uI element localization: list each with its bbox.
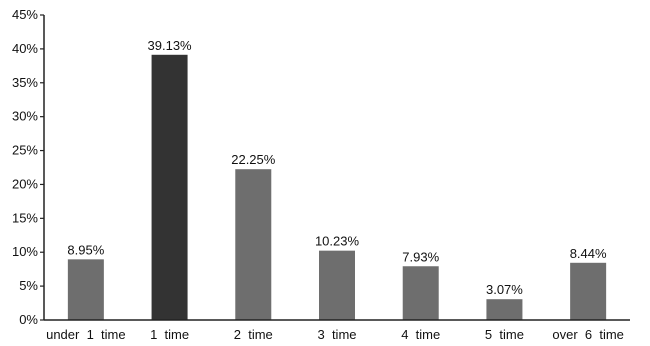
data-label: 39.13% (148, 38, 193, 53)
bar (486, 299, 523, 320)
data-label: 3.07% (486, 282, 523, 297)
x-tick-label: 5 time (485, 327, 524, 342)
x-axis: under 1 time 1 time 2 time 3 time 4 time 5 ti… (44, 319, 630, 342)
x-tick-label: 3 time (317, 327, 356, 342)
x-tick-label: 2 time (234, 327, 273, 342)
bar (570, 262, 607, 320)
bar (402, 266, 439, 320)
y-tick-label: 35% (12, 75, 38, 90)
y-tick-label: 30% (12, 109, 38, 124)
y-tick-label: 25% (12, 143, 38, 158)
data-label: 8.44% (570, 246, 607, 261)
y-tick-label: 15% (12, 210, 38, 225)
x-tick-label: 1 time (150, 327, 189, 342)
data-label: 7.93% (402, 249, 439, 264)
x-tick-label: 4 time (401, 327, 440, 342)
y-axis: 0% 5% 10% 15% 20% 25% 30% 35% 40% 45% (12, 7, 45, 327)
x-tick-label: under 1 time (46, 327, 126, 342)
y-tick-label: 0% (19, 312, 38, 327)
x-tick-label: over 6 time (552, 327, 624, 342)
bar (151, 54, 188, 321)
y-tick-label: 10% (12, 244, 38, 259)
bar (67, 259, 104, 320)
y-tick-label: 45% (12, 7, 38, 22)
bar (235, 169, 272, 320)
data-label: 8.95% (67, 242, 104, 257)
data-label: 10.23% (315, 234, 360, 249)
bar (319, 250, 355, 320)
bars: 8.95% 39.13% 22.25% 10.23% 7.93% 3.07% 8.44% (67, 38, 607, 321)
y-tick-label: 5% (19, 278, 38, 293)
y-tick-label: 40% (12, 41, 38, 56)
data-label: 22.25% (231, 152, 276, 167)
y-tick-label: 20% (12, 176, 38, 191)
